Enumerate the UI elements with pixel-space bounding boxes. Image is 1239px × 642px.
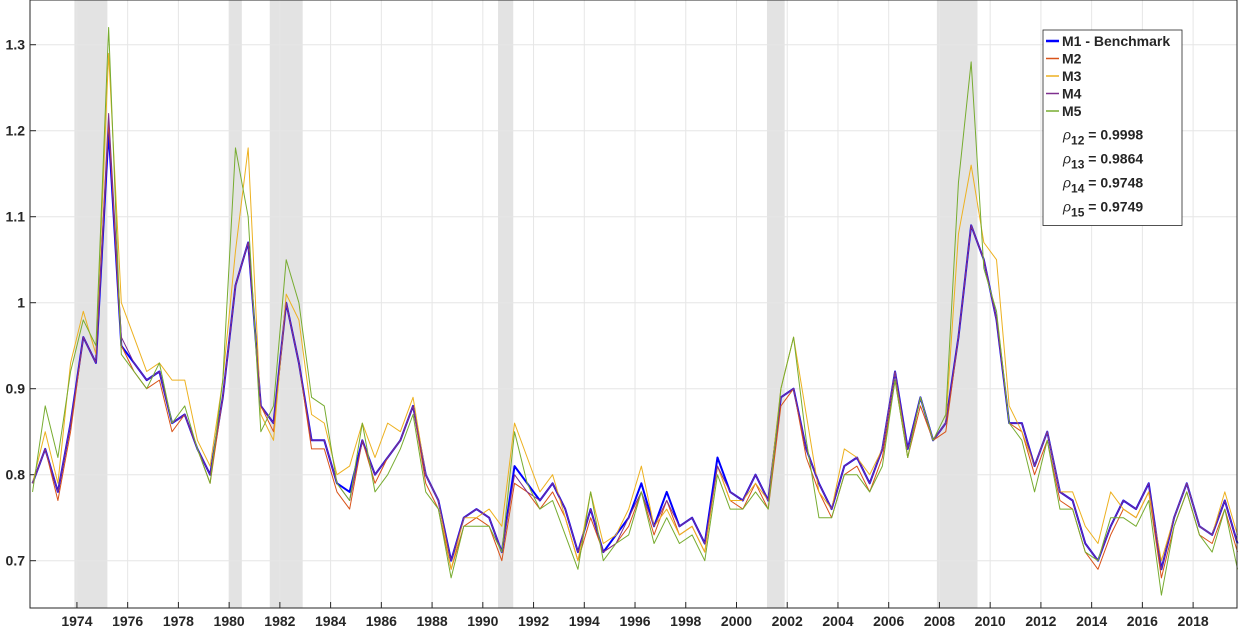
- annotation-text: = 0.9998: [1084, 127, 1143, 143]
- x-tick-label: 1974: [61, 613, 92, 629]
- annotation-symbol: ρ: [1062, 151, 1071, 167]
- x-tick-label: 2008: [924, 613, 955, 629]
- series-line: [32, 27, 1238, 596]
- y-tick-label: 0.8: [6, 467, 26, 483]
- shaded-period: [936, 0, 978, 608]
- x-tick-label: 1986: [366, 613, 397, 629]
- x-tick-label: 1980: [214, 613, 245, 629]
- annotation-subscript: 13: [1071, 158, 1085, 172]
- y-tick-label: 0.9: [6, 381, 26, 397]
- annotation-symbol: ρ: [1062, 175, 1071, 191]
- shading-layer: [74, 0, 978, 608]
- axis-labels: 0.7 0.8 0.9 1 1.1 1.2 1.3 1974 1976 1978 1980 1982 1…: [6, 37, 1209, 629]
- x-tick-label: 2000: [721, 613, 752, 629]
- shaded-period: [229, 0, 242, 608]
- x-tick-label: 2014: [1076, 613, 1107, 629]
- annotation-symbol: ρ: [1062, 199, 1071, 215]
- annotation-text: = 0.9864: [1084, 151, 1143, 167]
- x-tick-label: 1992: [518, 613, 549, 629]
- legend-box: [1042, 29, 1183, 226]
- x-tick-label: 1996: [619, 613, 650, 629]
- x-tick-label: 2016: [1127, 613, 1158, 629]
- annotation-subscript: 14: [1071, 182, 1085, 196]
- legend-label: M2: [1062, 51, 1082, 67]
- annotation-symbol: ρ: [1062, 127, 1071, 143]
- x-tick-label: 1978: [163, 613, 194, 629]
- y-tick-label: 1.3: [6, 37, 26, 53]
- legend-label: M1 - Benchmark: [1062, 33, 1170, 49]
- x-tick-label: 1990: [467, 613, 498, 629]
- x-tick-label: 2010: [975, 613, 1006, 629]
- y-tick-label: 1: [17, 295, 25, 311]
- y-tick-label: 1.1: [6, 209, 26, 225]
- y-tick-label: 0.7: [6, 553, 26, 569]
- annotation: ρ14 = 0.9748: [1062, 175, 1143, 196]
- annotation: ρ12 = 0.9998: [1062, 127, 1143, 148]
- lines-layer: [31, 27, 1239, 596]
- shaded-period: [74, 0, 108, 608]
- annotation-text: = 0.9749: [1084, 199, 1143, 215]
- x-tick-label: 1998: [670, 613, 701, 629]
- annotation-subscript: 12: [1071, 134, 1085, 148]
- annotation: ρ15 = 0.9749: [1062, 199, 1143, 220]
- legend-label: M4: [1062, 86, 1082, 102]
- legend-label: M3: [1062, 68, 1082, 84]
- annotation: ρ13 = 0.9864: [1062, 151, 1143, 172]
- annotation-text: = 0.9748: [1084, 175, 1143, 191]
- shaded-period: [498, 0, 514, 608]
- x-tick-label: 1982: [264, 613, 295, 629]
- x-tick-label: 2002: [772, 613, 803, 629]
- plot-frame: [29, 0, 1238, 609]
- series-line: [32, 113, 1238, 570]
- x-tick-label: 2012: [1025, 613, 1056, 629]
- annotation-subscript: 15: [1071, 206, 1085, 220]
- x-tick-label: 2006: [873, 613, 904, 629]
- y-tick-label: 1.2: [6, 123, 26, 139]
- x-tick-label: 1994: [569, 613, 600, 629]
- x-tick-label: 2004: [822, 613, 853, 629]
- x-tick-label: 1988: [417, 613, 448, 629]
- x-tick-label: 2018: [1178, 613, 1209, 629]
- x-tick-label: 1984: [315, 613, 346, 629]
- legend-label: M5: [1062, 103, 1082, 119]
- grid-layer: [30, 0, 1237, 608]
- x-tick-label: 1976: [112, 613, 143, 629]
- shaded-period: [766, 0, 785, 608]
